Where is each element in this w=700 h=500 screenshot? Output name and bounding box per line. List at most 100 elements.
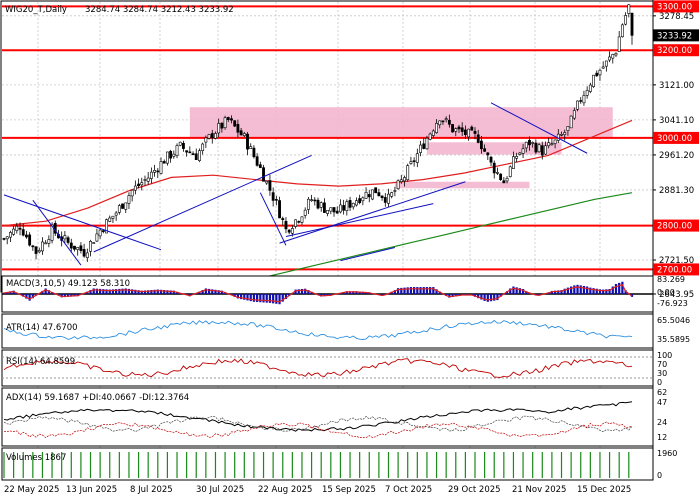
volume-bar <box>359 452 361 478</box>
candle-body <box>236 123 240 133</box>
candle-body <box>284 220 288 230</box>
candle-body <box>534 142 538 153</box>
candle-body <box>563 132 567 136</box>
trendlines <box>3 102 588 266</box>
candle-body <box>569 115 573 129</box>
volume-bar <box>387 452 390 478</box>
candle-body <box>34 246 38 254</box>
volume-bar <box>522 452 524 478</box>
candle-body <box>310 199 314 201</box>
candle-body <box>435 122 438 133</box>
candle-body <box>146 177 150 182</box>
resistance-zone <box>189 107 613 138</box>
level-label: 2700.00 <box>657 265 692 275</box>
candle-body <box>425 137 429 150</box>
volume-bar <box>205 452 207 478</box>
volume-bar <box>426 452 428 478</box>
candle-body <box>159 161 163 174</box>
level-label-bg <box>653 44 699 57</box>
moving-averages <box>3 119 633 279</box>
candle-body <box>550 143 554 146</box>
candle-body <box>114 212 118 216</box>
indicator-tick-label: 70 <box>657 360 667 369</box>
candle-body <box>281 218 285 221</box>
indicator-tick-label: 12 <box>657 433 667 442</box>
macd-bar <box>518 288 521 294</box>
macd-bar <box>131 289 134 294</box>
macd-bar <box>425 287 429 294</box>
candle-body <box>162 161 166 164</box>
date-label: 22 May 2025 <box>4 485 59 495</box>
macd-bar <box>592 288 595 294</box>
macd-bar <box>624 290 627 294</box>
macd-bar <box>432 287 435 294</box>
candle-body <box>438 120 442 126</box>
trendline <box>279 181 466 244</box>
candle-body <box>82 249 86 257</box>
volume-bar <box>89 452 92 478</box>
macd-bar <box>2 292 6 294</box>
macd-bar <box>127 288 131 294</box>
macd-bar <box>115 289 118 294</box>
volume-bar <box>186 452 188 478</box>
volume-bar <box>455 452 457 478</box>
candle-body <box>451 124 454 133</box>
macd-bar <box>252 294 256 302</box>
current-price-bg <box>653 29 699 42</box>
candle-body <box>624 15 628 25</box>
volume-bar <box>41 452 44 478</box>
price-tick-label: 2961.20 <box>659 151 694 161</box>
volume-bar <box>272 452 274 478</box>
candle-body <box>428 133 432 140</box>
volume-bar <box>368 452 370 478</box>
candle-body <box>133 185 137 191</box>
candle-body <box>226 117 230 121</box>
volume-bar <box>224 452 226 478</box>
macd-bar <box>281 294 284 302</box>
macd-bar <box>265 294 268 303</box>
volume-bar <box>330 452 332 478</box>
macd-bar <box>166 290 169 294</box>
candle-body <box>342 205 346 211</box>
macd-bar <box>493 294 496 301</box>
candle-body <box>361 197 365 202</box>
candle-body <box>175 145 179 156</box>
macd-bar <box>435 289 438 294</box>
macd-bar <box>560 290 563 294</box>
volume-bar <box>51 452 53 478</box>
candle-body <box>326 210 330 214</box>
candle-body <box>588 84 592 92</box>
macd-bar <box>278 294 281 305</box>
candle-body <box>25 234 28 238</box>
volume-bar <box>128 452 130 478</box>
candle-body <box>124 202 128 210</box>
macd-bar <box>602 289 605 294</box>
macd-bar <box>598 289 602 294</box>
indicator-tick-label: 35.5895 <box>657 335 690 344</box>
candle-body <box>444 118 448 120</box>
candle-body <box>220 122 224 129</box>
candle-body <box>566 126 570 131</box>
candle-body <box>595 72 599 77</box>
volume-bar <box>445 452 447 478</box>
candle-body <box>447 119 451 125</box>
candle-body <box>512 156 515 169</box>
candle-body <box>268 180 272 191</box>
candle-body <box>515 156 519 159</box>
volume-bar <box>628 452 630 478</box>
macd-bar <box>249 294 252 302</box>
macd-bar <box>207 288 211 294</box>
candle-body <box>630 12 634 36</box>
candle-body <box>63 235 67 240</box>
macd-bar <box>483 294 486 301</box>
volume-bar <box>541 452 543 478</box>
adx-panel-frame <box>1 387 654 447</box>
candle-body <box>217 123 221 134</box>
volume-bar <box>147 452 149 478</box>
macd-bar <box>448 294 451 298</box>
candle-body <box>393 190 397 192</box>
candle-body <box>358 198 362 204</box>
candle-body <box>364 191 368 199</box>
candle-body <box>390 192 394 197</box>
candle-body <box>297 221 301 223</box>
